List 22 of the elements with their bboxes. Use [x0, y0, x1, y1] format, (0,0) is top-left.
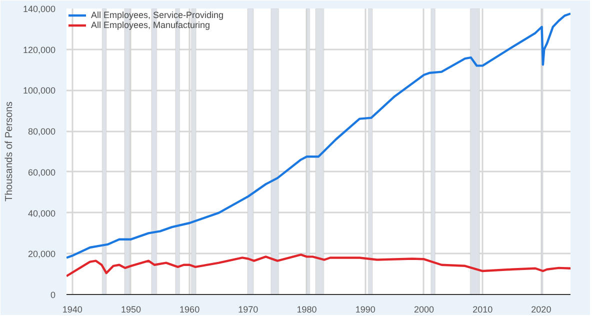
y-tick-label: 140,000 [22, 4, 56, 14]
line-series [66, 254, 570, 278]
x-tick-label: 2000 [414, 304, 434, 314]
y-tick-label: 20,000 [28, 249, 56, 260]
x-tick-label: 1950 [120, 304, 141, 314]
x-tick-label: 1960 [180, 304, 200, 314]
x-tick-label: 1980 [296, 304, 317, 314]
legend-label: All Employees, Service-Providing [91, 10, 224, 20]
x-tick-label: 1940 [62, 304, 82, 314]
y-tick-label: 60,000 [28, 167, 56, 178]
line-series [66, 12, 570, 259]
y-tick-label: 40,000 [28, 208, 56, 218]
x-tick-label: 1990 [355, 304, 376, 314]
y-tick-label: 100,000 [22, 86, 56, 96]
y-tick-label: 80,000 [28, 126, 56, 137]
y-tick-label: 120,000 [22, 44, 56, 55]
x-tick-label: 2020 [531, 304, 552, 314]
x-tick-label: 2010 [472, 304, 493, 314]
y-tick-label: 0 [50, 290, 56, 300]
legend-label: All Employees, Manufacturing [91, 20, 210, 30]
x-tick-label: 1970 [238, 304, 258, 314]
y-axis-title: Thousands of Persons [4, 101, 15, 202]
